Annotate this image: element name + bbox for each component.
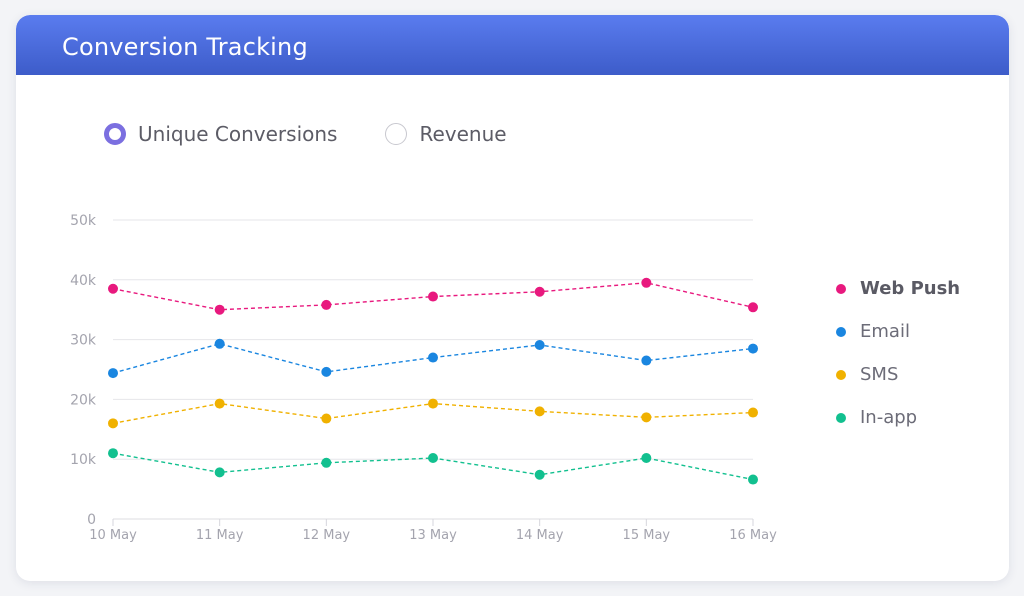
x-tick-label: 10 May bbox=[89, 528, 137, 543]
radio-label: Unique Conversions bbox=[138, 122, 338, 146]
legend-item-email[interactable]: Email bbox=[836, 310, 960, 353]
data-point-email[interactable] bbox=[321, 366, 332, 377]
radio-selected-icon bbox=[104, 123, 126, 145]
data-point-email[interactable] bbox=[214, 338, 225, 349]
data-point-sms[interactable] bbox=[748, 407, 758, 418]
data-point-sms[interactable] bbox=[534, 406, 545, 417]
chart-grid bbox=[113, 219, 753, 520]
data-point-in-app[interactable] bbox=[428, 453, 438, 464]
data-point-web-push[interactable] bbox=[641, 277, 652, 288]
data-point-web-push[interactable] bbox=[321, 299, 332, 310]
legend-dot-in-app bbox=[836, 412, 846, 423]
x-tick-label: 11 May bbox=[196, 528, 244, 543]
x-tick-label: 15 May bbox=[623, 528, 671, 543]
line-chart: 0 10k 20k 30k 40k 50k 10 May 11 May 12 May 13 Ma… bbox=[70, 213, 777, 543]
legend-item-in-app[interactable]: In-app bbox=[836, 396, 960, 439]
y-tick-label: 50k bbox=[70, 213, 97, 229]
data-point-email[interactable] bbox=[534, 339, 545, 350]
chart-legend: Web Push Email SMS In-app bbox=[836, 267, 960, 439]
data-point-sms[interactable] bbox=[214, 398, 225, 409]
data-point-web-push[interactable] bbox=[214, 304, 225, 315]
chart-series bbox=[108, 277, 758, 485]
data-point-in-app[interactable] bbox=[534, 469, 545, 480]
radio-unselected-icon bbox=[385, 123, 408, 145]
legend-label-in-app: In-app bbox=[860, 407, 918, 428]
data-point-web-push[interactable] bbox=[108, 283, 118, 294]
y-axis: 0 10k 20k 30k 40k 50k bbox=[70, 213, 97, 528]
x-tick-label: 16 May bbox=[729, 528, 777, 543]
data-point-sms[interactable] bbox=[641, 412, 652, 423]
y-tick-label: 40k bbox=[70, 273, 97, 289]
data-point-in-app[interactable] bbox=[214, 467, 225, 478]
data-point-email[interactable] bbox=[641, 355, 652, 366]
conversion-tracking-card: Conversion Tracking Unique Conversions R… bbox=[16, 15, 1009, 581]
x-axis: 10 May 11 May 12 May 13 May 14 May 15 May 16 M… bbox=[89, 519, 777, 543]
data-point-email[interactable] bbox=[108, 368, 118, 379]
legend-label-email: Email bbox=[860, 321, 910, 342]
legend-label-sms: SMS bbox=[860, 364, 899, 385]
legend-label-web-push: Web Push bbox=[860, 278, 961, 299]
y-tick-label: 20k bbox=[70, 392, 97, 408]
data-point-sms[interactable] bbox=[428, 398, 438, 409]
data-point-sms[interactable] bbox=[108, 418, 118, 429]
radio-revenue[interactable]: Revenue bbox=[385, 122, 507, 146]
data-point-web-push[interactable] bbox=[748, 302, 758, 313]
data-point-in-app[interactable] bbox=[641, 453, 652, 464]
data-point-web-push[interactable] bbox=[534, 286, 545, 297]
data-point-in-app[interactable] bbox=[748, 474, 758, 485]
legend-item-sms[interactable]: SMS bbox=[836, 353, 960, 396]
legend-dot-sms bbox=[836, 369, 846, 380]
data-point-web-push[interactable] bbox=[428, 291, 438, 302]
x-tick-label: 14 May bbox=[516, 528, 564, 543]
data-point-sms[interactable] bbox=[321, 413, 332, 424]
legend-item-web-push[interactable]: Web Push bbox=[836, 267, 960, 310]
radio-label: Revenue bbox=[419, 122, 507, 146]
x-tick-label: 13 May bbox=[409, 528, 457, 543]
data-point-in-app[interactable] bbox=[321, 457, 332, 468]
card-header: Conversion Tracking bbox=[16, 15, 1009, 75]
metric-toggle: Unique Conversions Revenue bbox=[104, 122, 555, 146]
y-tick-label: 30k bbox=[70, 333, 97, 349]
legend-dot-web-push bbox=[836, 283, 846, 294]
data-point-email[interactable] bbox=[748, 343, 758, 354]
x-tick-label: 12 May bbox=[303, 528, 351, 543]
y-tick-label: 0 bbox=[87, 512, 96, 528]
card-title: Conversion Tracking bbox=[62, 33, 308, 61]
y-tick-label: 10k bbox=[70, 452, 97, 468]
data-point-in-app[interactable] bbox=[108, 448, 118, 459]
data-point-email[interactable] bbox=[428, 352, 438, 363]
legend-dot-email bbox=[836, 326, 846, 337]
radio-unique-conversions[interactable]: Unique Conversions bbox=[104, 122, 337, 146]
